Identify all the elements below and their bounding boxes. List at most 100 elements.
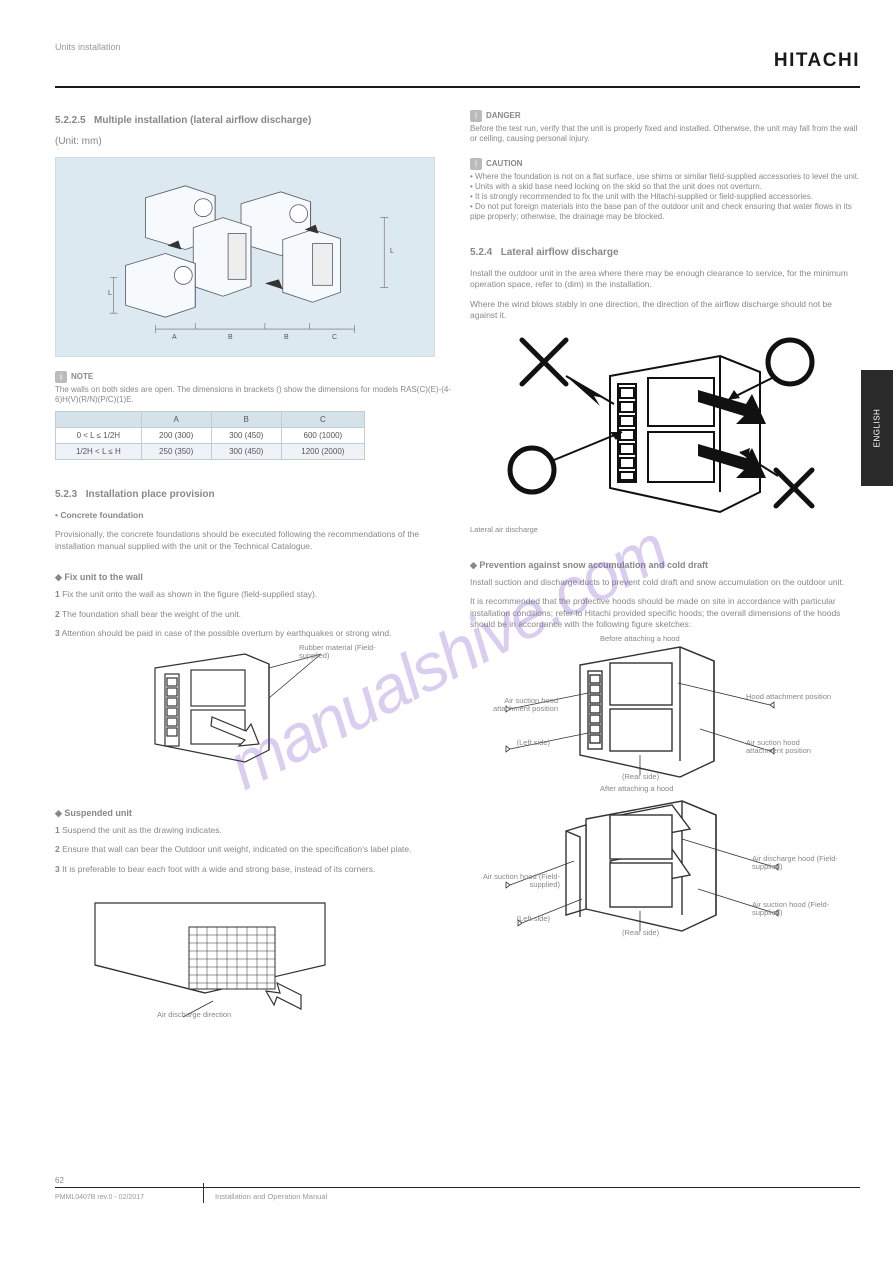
- fix-wall-figure: Rubber material (Field-supplied): [95, 648, 395, 788]
- danger-icon: !: [470, 110, 482, 122]
- th-C: C: [281, 412, 364, 428]
- txt: Ensure that wall can bear the Outdoor un…: [62, 844, 411, 854]
- section-title-2: Installation place provision: [86, 489, 215, 500]
- danger-block: ! DANGER Before the test run, verify that…: [470, 110, 860, 144]
- cell: 0 < L ≤ 1/2H: [56, 428, 142, 444]
- table-header-row: A B C: [56, 412, 365, 428]
- section-5-2-2-5-heading: 5.2.2.5 Multiple installation (lateral a…: [55, 110, 455, 128]
- dim-A: A: [172, 334, 177, 341]
- bullet3-body2: It is recommended that the protective ho…: [470, 596, 860, 630]
- doc-code: PMML0407B rev.0 - 02/2017: [55, 1194, 144, 1201]
- dim-L2: L: [390, 248, 394, 255]
- section-num-3: 5.2.4: [470, 247, 492, 258]
- concrete-body: Provisionally, the concrete foundations …: [55, 529, 455, 552]
- cell: 1/2H < L ≤ H: [56, 444, 142, 460]
- bullet2-item3: 3 It is preferable to bear each foot wit…: [55, 864, 455, 875]
- label-left-side: (Left side): [470, 739, 550, 747]
- section-num: 5.2.2.5: [55, 115, 86, 126]
- ok-ng-figure: Lateral air discharge: [470, 330, 840, 540]
- txt: The foundation shall bear the weight of …: [62, 609, 241, 619]
- bullet1-item3: 3 Attention should be paid in case of th…: [55, 628, 455, 639]
- caution-block: ! CAUTION • Where the foundation is not o…: [470, 158, 860, 222]
- before-hood-svg: [470, 639, 840, 789]
- sec3-p1: Install the outdoor unit in the area whe…: [470, 268, 860, 291]
- bullet3-body: Install suction and discharge ducts to p…: [470, 577, 860, 588]
- label-rubber: Rubber material (Field-supplied): [299, 644, 389, 661]
- right-column: ! DANGER Before the test run, verify that…: [470, 110, 860, 949]
- section-title: Multiple installation (lateral airflow d…: [94, 115, 311, 126]
- num: 1: [55, 825, 60, 835]
- left-column: 5.2.2.5 Multiple installation (lateral a…: [55, 110, 455, 1033]
- danger-body: Before the test run, verify that the uni…: [470, 124, 860, 144]
- bullet1-item2: 2 The foundation shall bear the weight o…: [55, 609, 455, 620]
- num: 3: [55, 864, 60, 874]
- num: 2: [55, 609, 60, 619]
- label-suction-pos: Air suction hood attachment position: [746, 739, 836, 756]
- label-disc-hood: Air discharge hood (Field-supplied): [752, 855, 842, 872]
- label-after-hood: After attaching a hood: [600, 785, 673, 793]
- clearance-table: A B C 0 < L ≤ 1/2H 200 (300) 300 (450) 6…: [55, 411, 365, 460]
- cell: 250 (350): [141, 444, 211, 460]
- label-suc-hood-left: Air suction hood (Field-supplied): [470, 873, 560, 890]
- bullet1-title: Fix unit to the wall: [55, 572, 455, 583]
- section-5-2-4: 5.2.4 Lateral airflow discharge Install …: [470, 242, 860, 322]
- label-disc-dir: Air discharge direction: [157, 1011, 277, 1019]
- before-hood-figure: Before attaching a hood Air suction hood…: [470, 639, 840, 789]
- multi-install-figure: L L A B B C: [55, 157, 435, 357]
- label-hood-pos: Hood attachment position: [746, 693, 836, 701]
- table-row: 0 < L ≤ 1/2H 200 (300) 300 (450) 600 (10…: [56, 428, 365, 444]
- note-body: The walls on both sides are open. The di…: [55, 385, 455, 405]
- bullet3-title: Prevention against snow accumulation and…: [470, 560, 860, 571]
- num: 3: [55, 628, 60, 638]
- bullet2-item2: 2 Ensure that wall can bear the Outdoor …: [55, 844, 455, 855]
- breadcrumb: Units installation: [55, 42, 121, 52]
- doc-title: Installation and Operation Manual: [215, 1192, 327, 1201]
- cell: 300 (450): [211, 428, 281, 444]
- label-suction-pos-left: Air suction hood attachment position: [470, 697, 558, 714]
- th-B: B: [211, 412, 281, 428]
- dim-B2: B: [284, 334, 289, 341]
- multi-install-svg: [56, 158, 434, 357]
- num: 2: [55, 844, 60, 854]
- cell: 600 (1000): [281, 428, 364, 444]
- table-row: 1/2H < L ≤ H 250 (350) 300 (450) 1200 (2…: [56, 444, 365, 460]
- th-blank: [56, 412, 142, 428]
- note-title: NOTE: [71, 372, 93, 381]
- suspended-section: Suspended unit 1 Suspend the unit as the…: [55, 808, 455, 1033]
- dim-C: C: [332, 334, 337, 341]
- cell: 200 (300): [141, 428, 211, 444]
- txt: Suspend the unit as the drawing indicate…: [62, 825, 222, 835]
- suspended-figure: Air discharge direction: [85, 883, 405, 1033]
- brand-logo: HITACHI: [774, 50, 860, 72]
- bullet2-item1: 1 Suspend the unit as the drawing indica…: [55, 825, 455, 836]
- num: 1: [55, 589, 60, 599]
- ok-ng-svg: [470, 330, 840, 540]
- concrete-heading: • Concrete foundation: [55, 510, 455, 521]
- section-5-2-3: 5.2.3 Installation place provision • Con…: [55, 484, 455, 552]
- section-num-2: 5.2.3: [55, 489, 77, 500]
- page-footer: 62 PMML0407B rev.0 - 02/2017 Installatio…: [55, 1187, 860, 1217]
- snow-section: Prevention against snow accumulation and…: [470, 560, 860, 631]
- cell: 300 (450): [211, 444, 281, 460]
- dim-L: L: [108, 290, 112, 297]
- txt: Attention should be paid in case of the …: [62, 628, 392, 638]
- dim-B1: B: [228, 334, 233, 341]
- section-title-3: Lateral airflow discharge: [501, 247, 619, 258]
- note-block: i NOTE The walls on both sides are open. …: [55, 371, 455, 405]
- txt: Fix the unit onto the wall as shown in t…: [62, 589, 317, 599]
- unit-note: (Unit: mm): [55, 136, 455, 147]
- label-rear: (Rear side): [622, 773, 659, 781]
- danger-title: DANGER: [486, 111, 521, 120]
- language-tab: ENGLISH: [861, 370, 893, 486]
- caution-body: • Where the foundation is not on a flat …: [470, 172, 860, 222]
- label-lateral: Lateral air discharge: [470, 526, 538, 534]
- page-header: Units installation HITACHI: [55, 34, 860, 88]
- txt: It is preferable to bear each foot with …: [62, 864, 375, 874]
- caution-icon: !: [470, 158, 482, 170]
- note-icon: i: [55, 371, 67, 383]
- label-left-side-2: (Left side): [470, 915, 550, 923]
- fix-to-wall-section: Fix unit to the wall 1 Fix the unit onto…: [55, 572, 455, 787]
- caution-title: CAUTION: [486, 159, 522, 168]
- label-rear-2: (Rear side): [622, 929, 659, 937]
- footer-divider: [203, 1183, 204, 1203]
